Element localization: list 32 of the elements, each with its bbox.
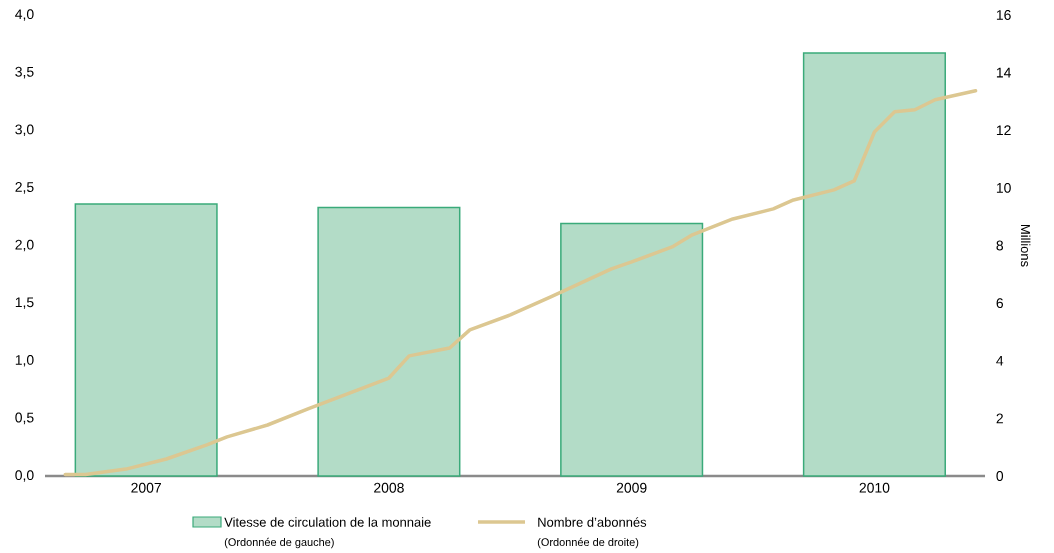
- x-tick-label: 2010: [859, 482, 890, 493]
- y2-tick-label: 16: [996, 10, 1011, 20]
- y2-tick-label: 10: [996, 182, 1011, 193]
- y-tick-label: 4,0: [15, 9, 34, 21]
- line-series: [63, 89, 978, 477]
- y2-tick-label: 4: [996, 355, 1004, 366]
- text: (Ordonnée de droite): [537, 537, 639, 549]
- y-tick-label: 0,5: [15, 412, 34, 425]
- y2-tick-label: 14: [996, 67, 1011, 78]
- x-tick-label: 2008: [374, 482, 404, 493]
- y-tick-label: 3,0: [15, 124, 34, 137]
- y2-tick-label: 2: [996, 413, 1003, 424]
- y-tick-label: 1,0: [15, 354, 34, 367]
- bar: [802, 52, 946, 477]
- legend-label: Vitesse de circulation de la monnaie: [224, 517, 431, 527]
- x-tick-label: 2007: [131, 482, 161, 493]
- bar: [74, 203, 218, 477]
- y2-tick-label: 12: [996, 125, 1011, 136]
- y-tick-label: 0,0: [15, 470, 34, 482]
- y-tick-label: 2,5: [15, 182, 34, 194]
- y2-axis-title: Millions: [1020, 224, 1031, 267]
- bar: [317, 206, 461, 477]
- y-tick-label: 3,5: [15, 66, 34, 79]
- legend-label: Nombre d’abonnés: [538, 517, 647, 527]
- y2-tick-label: 8: [996, 240, 1004, 251]
- y2-tick-label: 6: [996, 298, 1004, 309]
- bar: [560, 222, 704, 477]
- y2-tick-label: 0: [996, 471, 1004, 481]
- y-tick-label: 1,5: [15, 297, 34, 309]
- text: (Ordonnée de gauche): [224, 537, 334, 549]
- y-tick-label: 2,0: [15, 239, 34, 252]
- x-tick-label: 2009: [616, 482, 647, 493]
